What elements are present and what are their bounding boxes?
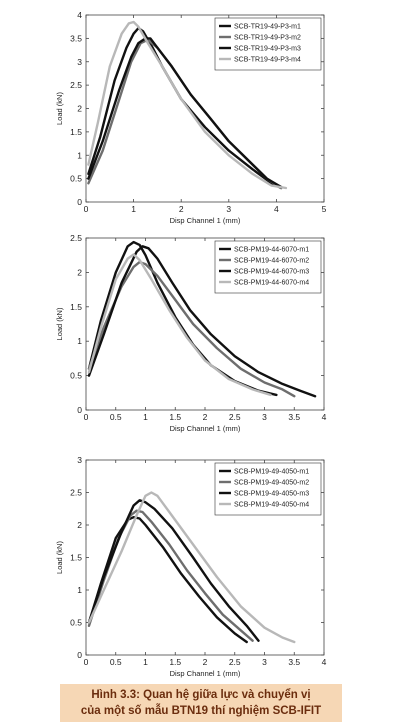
legend-entry: SCB-TR19-49-P3-m2 [234,35,301,42]
y-axis-label: Load (kN) [55,92,64,125]
legend-entry: SCB-PM19-44-6070-m2 [234,258,309,265]
legend-entry: SCB-PM19-49-4050-m3 [234,491,309,498]
x-tick-label: 1 [143,657,148,667]
x-tick-label: 3.5 [288,412,300,422]
y-tick-label: 3 [77,455,82,465]
x-tick-label: 3 [262,412,267,422]
x-tick-label: 1 [143,412,148,422]
y-tick-label: 3 [77,57,82,67]
x-tick-label: 0.5 [110,412,122,422]
legend-entry: SCB-TR19-49-P3-m4 [234,57,301,64]
y-tick-label: 0 [77,197,82,207]
y-tick-label: 2.5 [70,488,82,498]
y-axis-label: Load (kN) [55,541,64,574]
legend-entry: SCB-PM19-44-6070-m1 [234,247,309,254]
x-tick-label: 0 [84,412,89,422]
series-line-4 [87,491,296,644]
legend-entry: SCB-TR19-49-P3-m1 [234,24,301,31]
y-axis-label: Load (kN) [55,307,64,340]
y-tick-label: 1 [77,585,82,595]
x-tick-label: 1.5 [169,412,181,422]
legend-box [214,462,322,516]
y-tick-label: 2.5 [70,80,82,90]
x-tick-label: 5 [322,204,327,214]
legend: SCB-TR19-49-P3-m1 SCB-TR19-49-P3-m2 SCB-TR… [214,17,322,71]
y-tick-label: 1.5 [70,553,82,563]
x-tick-label: 4 [322,657,327,667]
x-tick-label: 2 [179,204,184,214]
x-tick-label: 2.5 [229,657,241,667]
x-axis-label: Disp Channel 1 (mm) [170,424,241,433]
x-tick-label: 2 [203,657,208,667]
chart-2: 0 0.5 1 1.5 2 2.5 3 3.5 4 0 0.5 1 1.5 2 2.5 Disp Channe… [55,233,327,433]
x-tick-label: 4 [274,204,279,214]
x-tick-label: 3.5 [288,657,300,667]
x-axis-label: Disp Channel 1 (mm) [170,669,241,678]
chart-1: 0 1 2 3 4 5 0 0.5 1 1.5 2 2.5 3 3.5 4 Disp Channel 1 (m… [55,10,327,225]
legend-box [214,17,322,71]
series-line-1 [87,26,283,190]
x-tick-label: 0 [84,657,89,667]
legend-entry: SCB-PM19-49-4050-m1 [234,469,309,476]
legend-entry: SCB-PM19-44-6070-m3 [234,269,309,276]
y-tick-label: 1.5 [70,302,82,312]
series-line-3 [87,499,260,642]
legend-entry: SCB-PM19-49-4050-m4 [234,502,309,509]
legend: SCB-PM19-44-6070-m1 SCB-PM19-44-6070-m2 SC… [214,240,322,294]
legend-entry: SCB-PM19-44-6070-m4 [234,280,309,287]
series-line-2 [87,260,296,398]
legend: SCB-PM19-49-4050-m1 SCB-PM19-49-4050-m2 SC… [214,462,322,516]
x-tick-label: 2.5 [229,412,241,422]
x-tick-label: 1 [131,204,136,214]
y-tick-label: 0 [77,650,82,660]
y-tick-label: 1 [77,336,82,346]
series-line-3 [87,37,283,189]
y-tick-label: 2 [77,520,82,530]
caption-line-2: của một số mẫu BTN19 thí nghiệm SCB-IFIT [80,705,322,717]
figure-caption: Hình 3.3: Quan hệ giữa lực và chuyển vị … [60,684,342,722]
y-tick-label: 0.5 [70,371,82,381]
x-tick-label: 3 [226,204,231,214]
legend-entry: SCB-TR19-49-P3-m3 [234,46,301,53]
y-tick-label: 0.5 [70,618,82,628]
x-axis-label: Disp Channel 1 (mm) [170,216,241,225]
y-tick-label: 2 [77,267,82,277]
x-tick-label: 2 [203,412,208,422]
y-tick-label: 0 [77,405,82,415]
x-tick-label: 1.5 [169,657,181,667]
y-tick-label: 2 [77,104,82,114]
chart-3: 0 0.5 1 1.5 2 2.5 3 3.5 4 0 0.5 1 1.5 2 2.5 3 Disp Chann… [55,455,327,678]
x-tick-label: 3 [262,657,267,667]
caption-line-1: Hình 3.3: Quan hệ giữa lực và chuyển vị [91,689,311,701]
series-line-1 [87,516,248,644]
y-tick-label: 0.5 [70,174,82,184]
series-line-4 [87,20,288,190]
legend-box [214,240,322,294]
x-tick-label: 0 [84,204,89,214]
y-tick-label: 1.5 [70,127,82,137]
series-line-4 [87,253,272,397]
y-tick-label: 3.5 [70,33,82,43]
y-tick-label: 1 [77,150,82,160]
series-line-3 [87,245,317,398]
x-tick-label: 0.5 [110,657,122,667]
x-tick-label: 4 [322,412,327,422]
charts-figure: 0 1 2 3 4 5 0 0.5 1 1.5 2 2.5 3 3.5 4 Disp Channel 1 (m… [55,10,327,678]
legend-entry: SCB-PM19-49-4050-m2 [234,480,309,487]
y-tick-label: 2.5 [70,233,82,243]
y-tick-label: 4 [77,10,82,20]
